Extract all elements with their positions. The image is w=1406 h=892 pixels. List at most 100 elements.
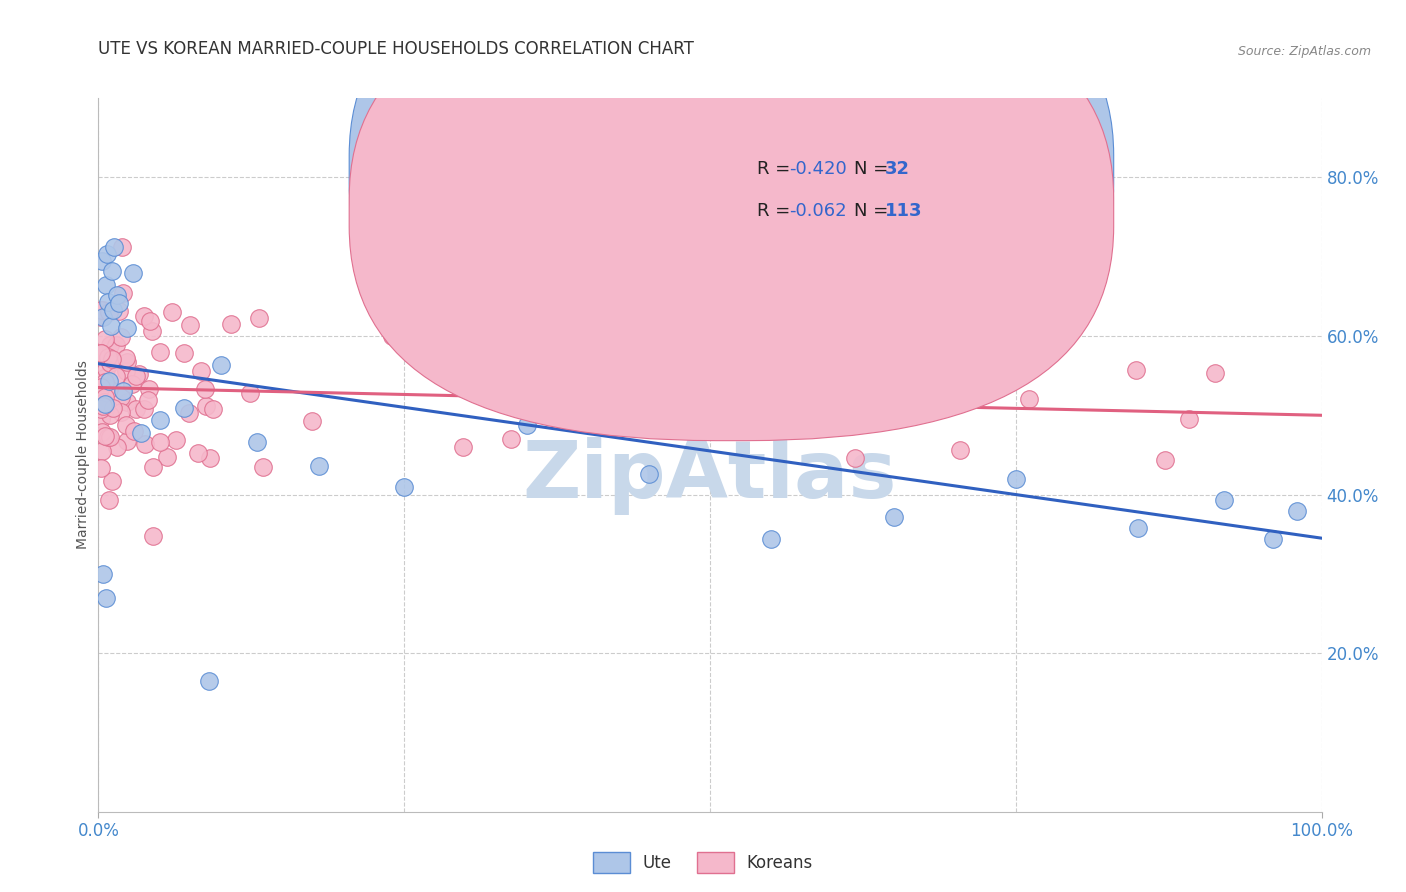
Legend: Ute, Koreans: Ute, Koreans bbox=[586, 846, 820, 880]
Point bbox=[1128, 521, 1150, 535]
Point bbox=[405, 346, 427, 360]
Text: 32: 32 bbox=[884, 161, 910, 178]
Text: Source: ZipAtlas.com: Source: ZipAtlas.com bbox=[1237, 45, 1371, 58]
Point bbox=[194, 399, 217, 413]
Point bbox=[91, 425, 114, 439]
Point bbox=[194, 383, 217, 397]
Text: 113: 113 bbox=[884, 202, 922, 219]
Point bbox=[1018, 392, 1040, 406]
Point bbox=[301, 414, 323, 428]
Point bbox=[666, 385, 689, 400]
Text: ZipAtlas: ZipAtlas bbox=[523, 437, 897, 516]
Point bbox=[108, 296, 131, 310]
Point bbox=[111, 240, 134, 254]
Point bbox=[1004, 472, 1026, 486]
Point bbox=[149, 413, 172, 427]
Point bbox=[117, 434, 139, 448]
Point bbox=[94, 390, 117, 404]
Point bbox=[125, 368, 148, 383]
Point bbox=[859, 343, 882, 358]
Point bbox=[613, 387, 636, 401]
Point bbox=[197, 673, 219, 688]
Text: UTE VS KOREAN MARRIED-COUPLE HOUSEHOLDS CORRELATION CHART: UTE VS KOREAN MARRIED-COUPLE HOUSEHOLDS … bbox=[98, 40, 695, 58]
Point bbox=[1153, 453, 1175, 467]
Point bbox=[173, 401, 195, 415]
Point bbox=[198, 450, 221, 465]
Point bbox=[94, 375, 117, 389]
Point bbox=[121, 377, 143, 392]
Text: R =: R = bbox=[756, 202, 796, 219]
Point bbox=[90, 380, 112, 394]
Point bbox=[97, 294, 120, 309]
Point bbox=[90, 302, 112, 317]
Point bbox=[132, 310, 155, 324]
Text: N =: N = bbox=[855, 161, 894, 178]
Point bbox=[1125, 363, 1147, 377]
Point bbox=[101, 351, 124, 366]
Point bbox=[1017, 334, 1039, 349]
Point bbox=[98, 382, 121, 396]
Point bbox=[860, 346, 883, 360]
Point bbox=[1261, 532, 1284, 546]
Point bbox=[136, 393, 159, 408]
Point bbox=[93, 397, 115, 411]
Point bbox=[883, 509, 905, 524]
Text: -0.420: -0.420 bbox=[790, 161, 848, 178]
Point bbox=[128, 367, 150, 381]
Point bbox=[173, 346, 195, 360]
Point bbox=[115, 417, 138, 432]
Point bbox=[91, 254, 114, 268]
Point bbox=[97, 305, 120, 319]
Point bbox=[100, 430, 122, 444]
Point bbox=[967, 353, 990, 368]
Point bbox=[638, 467, 661, 481]
Point bbox=[90, 412, 112, 426]
Point bbox=[308, 459, 330, 474]
Point bbox=[380, 329, 402, 343]
Point bbox=[141, 324, 163, 338]
Point bbox=[593, 417, 616, 431]
Point bbox=[105, 288, 128, 302]
Point bbox=[138, 382, 160, 396]
Point bbox=[93, 402, 115, 417]
Point bbox=[96, 247, 118, 261]
Point bbox=[101, 353, 124, 368]
Point bbox=[761, 532, 783, 546]
Point bbox=[101, 474, 124, 488]
Point bbox=[93, 395, 115, 409]
Point bbox=[969, 376, 991, 391]
Point bbox=[392, 480, 416, 494]
Point bbox=[477, 346, 499, 360]
Point bbox=[246, 434, 269, 449]
Point bbox=[100, 318, 122, 333]
Point bbox=[108, 304, 131, 318]
Point bbox=[91, 302, 114, 317]
FancyBboxPatch shape bbox=[349, 0, 1114, 441]
Point bbox=[91, 310, 114, 324]
Point bbox=[90, 398, 112, 412]
Point bbox=[98, 374, 121, 388]
Point bbox=[115, 395, 138, 409]
Point bbox=[533, 332, 555, 346]
Point bbox=[110, 330, 132, 344]
Point bbox=[98, 338, 121, 352]
Point bbox=[94, 591, 117, 605]
Point bbox=[481, 387, 503, 401]
Point bbox=[142, 459, 165, 474]
Point bbox=[142, 529, 165, 543]
Point bbox=[1005, 352, 1028, 367]
Point bbox=[97, 429, 120, 443]
Point bbox=[98, 408, 121, 422]
Point bbox=[90, 402, 112, 417]
Point bbox=[121, 267, 143, 281]
Point bbox=[105, 441, 128, 455]
Point bbox=[725, 244, 748, 258]
Point bbox=[134, 436, 156, 450]
Point bbox=[110, 390, 132, 404]
Point bbox=[101, 303, 124, 318]
Point bbox=[1204, 367, 1226, 381]
Point bbox=[129, 426, 152, 441]
Point bbox=[91, 399, 114, 413]
Point bbox=[93, 397, 115, 411]
Point bbox=[494, 319, 516, 334]
